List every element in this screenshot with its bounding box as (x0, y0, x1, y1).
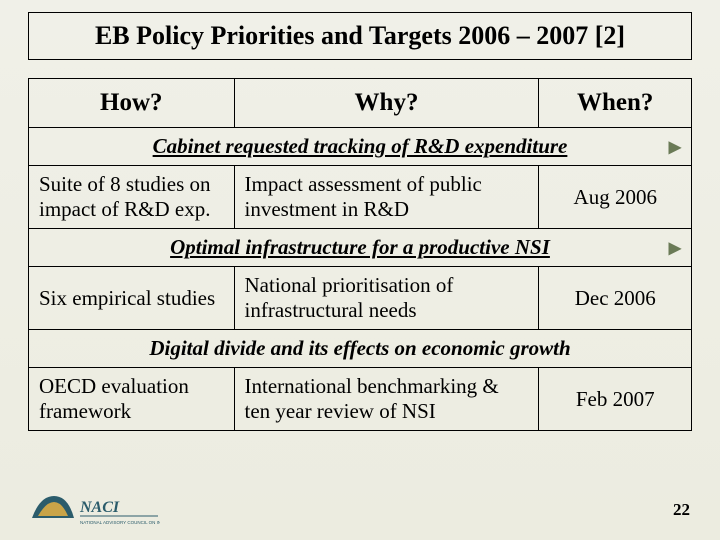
section-3-how: OECD evaluation framework (29, 368, 235, 431)
section-2-how: Six empirical studies (29, 267, 235, 330)
footer: NACI NATIONAL ADVISORY COUNCIL ON INNOVA… (0, 492, 720, 532)
section-3-heading: Digital divide and its effects on econom… (29, 330, 692, 368)
header-row: How? Why? When? (29, 79, 692, 128)
page-number: 22 (673, 500, 690, 520)
svg-text:NACI: NACI (79, 499, 120, 516)
section-2-heading: Optimal infrastructure for a productive … (29, 229, 692, 267)
naci-logo: NACI NATIONAL ADVISORY COUNCIL ON INNOVA… (30, 492, 160, 526)
section-3-when: Feb 2007 (539, 368, 692, 431)
header-when: When? (539, 79, 692, 128)
section-3-heading-text: Digital divide and its effects on econom… (149, 336, 570, 360)
slide-title: EB Policy Priorities and Targets 2006 – … (28, 12, 692, 60)
slide: EB Policy Priorities and Targets 2006 – … (0, 0, 720, 540)
section-3-heading-row: Digital divide and its effects on econom… (29, 330, 692, 368)
logo-icon: NACI NATIONAL ADVISORY COUNCIL ON INNOVA… (30, 492, 160, 526)
section-2-heading-row: Optimal infrastructure for a productive … (29, 229, 692, 267)
header-why: Why? (234, 79, 539, 128)
section-1-how: Suite of 8 studies on impact of R&D exp. (29, 166, 235, 229)
section-3-why: International benchmarking & ten year re… (234, 368, 539, 431)
svg-text:NATIONAL ADVISORY COUNCIL ON I: NATIONAL ADVISORY COUNCIL ON INNOVATION (80, 520, 160, 525)
header-how: How? (29, 79, 235, 128)
section-2-heading-text: Optimal infrastructure for a productive … (170, 235, 550, 259)
section-2-when: Dec 2006 (539, 267, 692, 330)
section-2-row: Six empirical studies National prioritis… (29, 267, 692, 330)
section-1-heading-text: Cabinet requested tracking of R&D expend… (153, 134, 568, 158)
content-table: How? Why? When? Cabinet requested tracki… (28, 78, 692, 431)
section-1-heading: Cabinet requested tracking of R&D expend… (29, 128, 692, 166)
section-2-why: National prioritisation of infrastructur… (234, 267, 539, 330)
play-icon: ▶ (669, 137, 681, 157)
section-1-row: Suite of 8 studies on impact of R&D exp.… (29, 166, 692, 229)
section-1-heading-row: Cabinet requested tracking of R&D expend… (29, 128, 692, 166)
section-1-when: Aug 2006 (539, 166, 692, 229)
section-1-why: Impact assessment of public investment i… (234, 166, 539, 229)
play-icon: ▶ (669, 238, 681, 258)
section-3-row: OECD evaluation framework International … (29, 368, 692, 431)
